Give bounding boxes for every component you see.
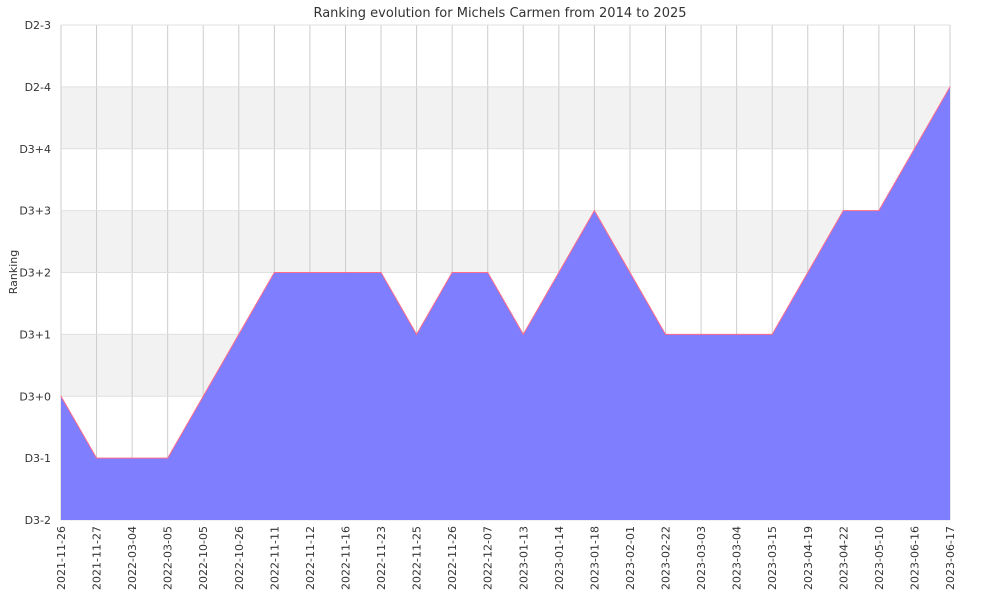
- y-tick-labels: D3-2 D3-1 D3+0 D3+1 D3+2 D3+3 D3+4 D2-4 D2-3: [19, 19, 51, 527]
- x-tick-labels: 2021-11-26 2021-11-27 2022-03-04 2022-03-05…: [55, 526, 957, 590]
- data-point: [167, 457, 169, 459]
- x-tick-label: 2023-03-03: [695, 526, 708, 590]
- y-tick-label: D2-4: [25, 81, 51, 94]
- y-tick-label: D3-2: [25, 514, 51, 527]
- y-tick-label: D3+1: [19, 328, 51, 341]
- data-point: [380, 272, 382, 273]
- data-point: [771, 333, 773, 335]
- y-tick-label: D3+4: [19, 143, 51, 156]
- data-point: [665, 333, 667, 335]
- data-point: [629, 272, 631, 273]
- x-tick-label: 2022-11-26: [446, 526, 459, 590]
- x-tick-label: 2023-02-01: [624, 526, 637, 590]
- area-layer: [60, 86, 951, 520]
- x-tick-label: 2022-11-16: [339, 526, 352, 590]
- x-tick-label: 2023-01-13: [517, 526, 530, 590]
- x-tick-label: 2023-05-10: [873, 526, 886, 590]
- y-tick-label: D3+0: [19, 390, 51, 403]
- x-tick-label: 2022-03-05: [162, 526, 175, 590]
- x-tick-label: 2023-02-22: [660, 526, 673, 590]
- x-tick-label: 2023-06-16: [908, 526, 921, 590]
- x-tick-label: 2021-11-26: [55, 526, 68, 590]
- y-tick-label: D2-3: [25, 19, 51, 32]
- ranking-line: [60, 86, 951, 459]
- background-band: [61, 25, 950, 87]
- data-point: [807, 272, 809, 273]
- data-point: [451, 272, 453, 273]
- x-tick-label: 2022-11-11: [268, 526, 281, 590]
- x-tick-label: 2022-03-04: [126, 526, 139, 590]
- x-tick-label: 2022-11-12: [304, 526, 317, 590]
- data-point: [558, 272, 560, 273]
- data-point: [131, 457, 133, 459]
- data-point: [344, 272, 346, 273]
- data-point: [949, 86, 951, 88]
- data-point: [842, 210, 844, 212]
- data-point: [309, 272, 311, 273]
- x-tick-label: 2022-10-26: [233, 526, 246, 590]
- x-tick-label: 2023-01-18: [588, 526, 601, 590]
- x-tick-label: 2022-11-25: [411, 526, 424, 590]
- background-band: [61, 210, 950, 273]
- data-point: [522, 333, 524, 335]
- data-point: [736, 333, 738, 335]
- data-point: [238, 333, 240, 335]
- y-tick-label: D3+2: [19, 267, 51, 280]
- background-band: [61, 86, 950, 149]
- data-point: [487, 272, 489, 273]
- x-tick-label: 2023-04-19: [802, 526, 815, 590]
- data-point: [593, 210, 595, 212]
- x-tick-label: 2023-03-04: [731, 526, 744, 590]
- data-point: [913, 148, 915, 150]
- data-point: [60, 395, 62, 397]
- x-tick-label: 2022-11-23: [375, 526, 388, 590]
- x-tick-label: 2021-11-27: [91, 526, 104, 590]
- x-tick-label: 2023-01-14: [553, 526, 566, 590]
- data-point: [273, 272, 275, 273]
- y-tick-label: D3+3: [19, 205, 51, 218]
- x-tick-label: 2023-06-17: [944, 526, 957, 590]
- data-point: [700, 333, 702, 335]
- data-point: [416, 333, 418, 335]
- data-point: [878, 210, 880, 212]
- x-tick-label: 2022-12-07: [482, 526, 495, 590]
- data-point: [202, 395, 204, 397]
- y-axis-label: Ranking: [7, 250, 20, 295]
- chart-title: Ranking evolution for Michels Carmen fro…: [313, 6, 686, 21]
- data-point: [96, 457, 98, 459]
- background-band: [61, 148, 950, 211]
- x-tick-label: 2023-04-22: [837, 526, 850, 590]
- y-tick-label: D3-1: [25, 452, 51, 465]
- x-tick-label: 2022-10-05: [197, 526, 210, 590]
- x-tick-label: 2023-03-15: [766, 526, 779, 590]
